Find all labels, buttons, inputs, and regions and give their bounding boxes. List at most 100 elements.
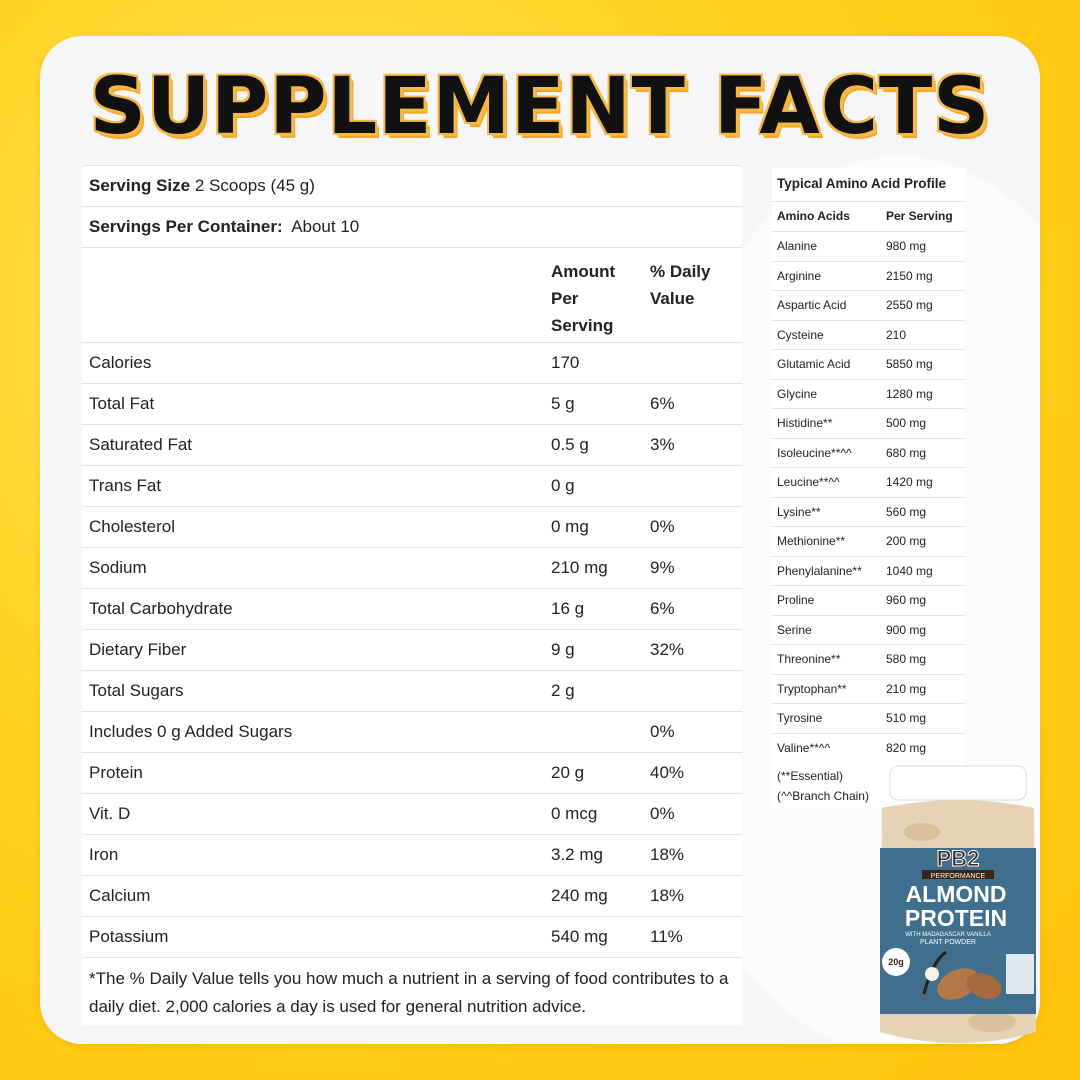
nutrient-row: Iron 3.2 mg 18% <box>82 834 742 875</box>
essential-note: (**Essential) <box>777 769 844 783</box>
nutrient-row: Trans Fat 0 g <box>82 465 742 506</box>
amino-value: 5850 mg <box>886 357 933 372</box>
amino-name: Tryptophan** <box>777 681 847 696</box>
nutrient-daily-value: 0% <box>650 722 675 741</box>
amino-value: 2550 mg <box>886 298 933 313</box>
amino-value: 1420 mg <box>886 475 933 490</box>
amino-value: 580 mg <box>886 652 927 667</box>
amino-table-title: Typical Amino Acid Profile <box>777 176 947 191</box>
amino-row: Phenylalanine** 1040 mg <box>772 555 965 586</box>
nutrient-name: Sodium <box>89 558 147 577</box>
nutrient-amount: 0 mcg <box>551 804 598 823</box>
jar-name-1: ALMOND <box>906 881 1007 907</box>
nutrient-row: Dietary Fiber 9 g 32% <box>82 629 742 670</box>
nutrient-row: Sodium 210 mg 9% <box>82 547 742 588</box>
nutrient-daily-value: 40% <box>650 763 685 782</box>
amino-acid-profile-table: Typical Amino Acid Profile Amino Acids P… <box>772 168 965 808</box>
nutrient-daily-value: 0% <box>650 517 675 536</box>
daily-value-footnote: *The % Daily Value tells you how much a … <box>89 969 729 1016</box>
amino-row: Arginine 2150 mg <box>772 260 965 291</box>
nutrient-row: Total Fat 5 g 6% <box>82 383 742 424</box>
jar-line: PERFORMANCE <box>931 873 986 880</box>
nutrient-amount: 240 mg <box>551 886 608 905</box>
amino-value: 210 mg <box>886 681 927 696</box>
amino-row: Proline 960 mg <box>772 585 965 615</box>
jar-brand: PB2 <box>937 846 980 871</box>
nutrient-amount: 540 mg <box>551 927 608 946</box>
amino-row: Cysteine 210 <box>772 319 965 350</box>
nutrient-name: Dietary Fiber <box>89 640 187 659</box>
nutrient-amount: 0 mg <box>551 517 589 536</box>
protein-badge <box>882 948 910 976</box>
supplement-facts-table: Serving Size 2 Scoops (45 g) Servings Pe… <box>82 165 742 1025</box>
amino-value: 510 mg <box>886 711 927 726</box>
amino-value: 560 mg <box>886 504 927 519</box>
nutrient-daily-value: 3% <box>650 435 675 454</box>
amino-name: Glycine <box>777 386 818 401</box>
nutrient-amount: 16 g <box>551 599 585 618</box>
serving-size-row: Serving Size 2 Scoops (45 g) <box>82 165 742 206</box>
servings-label: Servings Per Container: <box>89 217 283 236</box>
amino-name: Lysine** <box>777 504 821 519</box>
nutrient-name: Iron <box>89 845 119 864</box>
per-serving-header: Per Serving <box>886 209 953 224</box>
amino-row: Threonine** 580 mg <box>772 644 965 674</box>
amino-value: 820 mg <box>886 740 927 755</box>
nutrient-name: Protein <box>89 763 143 782</box>
nutrient-row: Calories 170 <box>82 342 742 383</box>
column-header-row: Amount Per Serving % Daily Value <box>82 247 742 342</box>
amino-name: Valine**^^ <box>777 740 831 755</box>
amino-name: Methionine** <box>777 534 846 549</box>
nutrient-row: Calcium 240 mg 18% <box>82 875 742 916</box>
nutrient-name: Total Carbohydrate <box>89 599 233 618</box>
branch-chain-note: (^^Branch Chain) <box>777 789 869 803</box>
jar-type: PLANT POWDER <box>920 939 976 946</box>
amino-value: 1040 mg <box>886 563 933 578</box>
amino-name: Tyrosine <box>777 711 823 726</box>
amino-legend: (**Essential) (^^Branch Chain) <box>777 766 869 806</box>
nutrient-daily-value: 32% <box>650 640 685 659</box>
page-title: SUPPLEMENT FACTS <box>89 62 991 152</box>
amino-row: Isoleucine**^^ 680 mg <box>772 437 965 468</box>
almond-illustration <box>937 968 979 1000</box>
nutrient-amount: 9 g <box>551 640 575 659</box>
nutrient-name: Saturated Fat <box>89 435 193 454</box>
nutrient-daily-value: 0% <box>650 804 675 823</box>
jar-lid <box>889 765 1027 801</box>
nutrient-name: Calories <box>89 353 152 372</box>
amino-row: Alanine 980 mg <box>772 231 965 261</box>
nutrient-name: Trans Fat <box>89 476 162 495</box>
servings-per-container-row: Servings Per Container: About 10 <box>82 206 742 247</box>
serving-size-value: 2 Scoops (45 g) <box>194 176 315 195</box>
amino-row: Leucine**^^ 1420 mg <box>772 467 965 497</box>
amino-name: Arginine <box>777 268 822 283</box>
nutrient-daily-value: 18% <box>650 845 685 864</box>
amino-row: Valine**^^ 820 mg <box>772 732 965 763</box>
amino-row: Tyrosine 510 mg <box>772 703 965 733</box>
amino-row: Aspartic Acid 2550 mg <box>772 290 965 320</box>
nutrient-amount: 3.2 mg <box>551 845 603 864</box>
nutrient-daily-value: 6% <box>650 394 675 413</box>
amino-name: Threonine** <box>777 652 841 667</box>
table-divider <box>82 957 742 958</box>
nutrient-row: Cholesterol 0 mg 0% <box>82 506 742 547</box>
nutrient-daily-value: 18% <box>650 886 685 905</box>
amino-name: Isoleucine**^^ <box>777 445 852 460</box>
amino-name: Aspartic Acid <box>777 298 847 313</box>
nutrient-row: Protein 20 g 40% <box>82 752 742 793</box>
nutrient-row: Saturated Fat 0.5 g 3% <box>82 424 742 465</box>
jar-flavor: WITH MADAGASCAR VANILLA <box>905 932 991 938</box>
nutrient-name: Total Fat <box>89 394 155 413</box>
serving-size-label: Serving Size <box>89 176 191 195</box>
amino-value: 680 mg <box>886 445 927 460</box>
amino-row: Methionine** 200 mg <box>772 526 965 556</box>
amino-name: Glutamic Acid <box>777 357 851 372</box>
amino-value: 500 mg <box>886 416 927 431</box>
amount-per-serving-header: Amount Per Serving <box>551 262 616 335</box>
nutrient-amount: 20 g <box>551 763 585 782</box>
amino-value: 1280 mg <box>886 386 933 401</box>
daily-value-header: % Daily Value <box>650 262 711 308</box>
nutrient-daily-value: 11% <box>650 927 683 946</box>
servings-value: About 10 <box>291 217 360 236</box>
nutrient-name: Vit. D <box>89 804 131 823</box>
